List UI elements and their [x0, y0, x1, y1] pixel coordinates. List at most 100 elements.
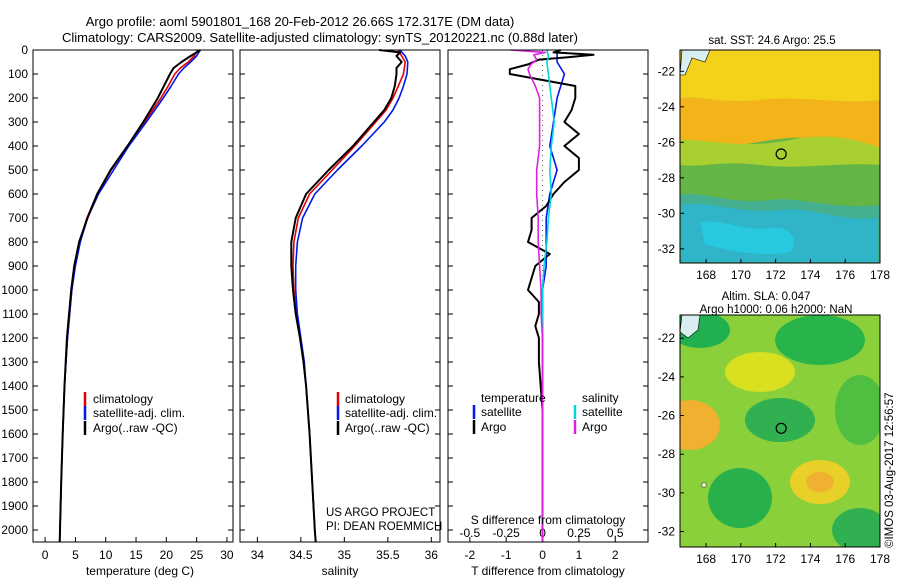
series-line-climatology: [292, 49, 407, 543]
x-tick-label: 5: [72, 548, 79, 562]
lon-tick-label: 176: [835, 552, 855, 566]
legend-label-satellite: satellite-adj. clim.: [93, 406, 185, 420]
lon-tick-label: 168: [696, 268, 716, 282]
salinity-axes-frame: [239, 49, 441, 543]
y-tick-label: 2000: [1, 523, 28, 537]
sst-map-ticks: 168 170 172 174 176 178 -22 -24 -26 -28 -30 -32: [658, 64, 891, 282]
figure-title-line2: Climatology: CARS2009. Satellite-adjuste…: [62, 30, 578, 45]
salinity-legend: climatology satellite-adj. clim. Argo(..…: [336, 392, 437, 435]
x-tick-label: 35.5: [376, 548, 400, 562]
y-tick-label: 1500: [1, 403, 28, 417]
lat-tick-label: -26: [658, 409, 676, 423]
salinity-panel: 34 34.5 35 35.5 36 salinity climatology sate…: [239, 49, 442, 578]
lon-tick-label: 174: [800, 268, 820, 282]
legend-label-satellite: satellite-adj. clim.: [345, 406, 437, 420]
legend-label-t-argo: Argo: [481, 420, 507, 434]
x-tick-label: 25: [190, 548, 204, 562]
sst-map-frame: [679, 49, 881, 264]
temperature-x-label: temperature (deg C): [86, 564, 194, 578]
lat-tick-label: -30: [658, 486, 676, 500]
temperature-axes-frame: [32, 49, 234, 543]
float-position-marker: [775, 422, 787, 434]
lon-tick-label: 174: [800, 552, 820, 566]
salinity-plot-area: 34 34.5 35 35.5 36: [240, 49, 440, 562]
series-line-argo-raw-qc-: [58, 49, 201, 543]
y-tick-label: 500: [8, 163, 28, 177]
y-tick-label: 600: [8, 187, 28, 201]
lat-tick-label: -32: [658, 525, 676, 539]
y-tick-label: 1200: [1, 331, 28, 345]
y-tick-label: 1800: [1, 475, 28, 489]
project-annotation: US ARGO PROJECT: [326, 507, 435, 519]
sla-map-title-1: Altim. SLA: 0.047: [722, 291, 811, 303]
legend-label-s-satellite: satellite: [582, 405, 623, 419]
lon-tick-label: 176: [835, 268, 855, 282]
legend-heading-temperature: temperature: [481, 391, 546, 405]
x-tick-label: 10: [99, 548, 113, 562]
y-tick-label: 300: [8, 115, 28, 129]
x2-tick-label: 0.5: [607, 526, 624, 540]
x-tick-label: 20: [160, 548, 174, 562]
temperature-panel: 0 5 10 15 20 25 300100200300400500600700800900…: [1, 43, 234, 578]
series-line-satellite-adj-clim-: [294, 49, 409, 543]
sst-map-title: sat. SST: 24.6 Argo: 25.5: [708, 35, 835, 47]
sst-field: [680, 50, 880, 263]
sla-field: [680, 315, 880, 547]
figure-title-line1: Argo profile: aoml 5901801_168 20-Feb-20…: [86, 14, 515, 29]
y-tick-label: 100: [8, 67, 28, 81]
lat-tick-label: -30: [658, 206, 676, 220]
x-tick-label: 34: [251, 548, 265, 562]
lon-tick-label: 172: [766, 268, 786, 282]
temperature-plot-area: 0 5 10 15 20 25 300100200300400500600700800900…: [1, 43, 234, 562]
x-tick-label: 30: [220, 548, 234, 562]
legend-heading-salinity: salinity: [582, 391, 619, 405]
y-tick-label: 200: [8, 91, 28, 105]
series-line-argo-salinity: [510, 49, 547, 542]
salinity-x-label: salinity: [322, 564, 359, 578]
x2-tick-label: -0.5: [459, 526, 480, 540]
x-tick-label: -1: [501, 548, 512, 562]
y-tick-label: 1700: [1, 451, 28, 465]
y-tick-label: 400: [8, 139, 28, 153]
x-tick-label: 34.5: [289, 548, 313, 562]
y-tick-label: 700: [8, 211, 28, 225]
sst-map: sat. SST: 24.6 Argo: 25.5 168 170 172 174 17…: [658, 35, 891, 282]
x-tick-label: 1: [576, 548, 583, 562]
x-tick-label: 15: [129, 548, 143, 562]
difference-plot-area: -2 -1 0 1 2-0.5 -0.25 0 0.25 0.5: [448, 49, 648, 562]
lon-tick-label: 172: [766, 552, 786, 566]
x-tick-label: 0: [42, 548, 49, 562]
lat-tick-label: -28: [658, 171, 676, 185]
y-tick-label: 800: [8, 235, 28, 249]
x2-tick-label: 0.25: [567, 526, 591, 540]
pi-annotation: PI: DEAN ROEMMICH: [326, 521, 442, 533]
lat-tick-label: -32: [658, 242, 676, 256]
temperature-diff-x-label: T difference from climatology: [471, 564, 625, 578]
salinity-diff-x-label: S difference from climatology: [471, 513, 626, 527]
sla-map: Altim. SLA: 0.047 Argo h1000: 0.06 h2000…: [658, 291, 891, 566]
series-line-argo-raw-qc-: [290, 49, 403, 543]
lat-tick-label: -22: [658, 64, 676, 78]
difference-panel: -2 -1 0 1 2-0.5 -0.25 0 0.25 0.5 T difference fr…: [447, 49, 649, 578]
x2-tick-label: -0.25: [493, 526, 521, 540]
y-tick-label: 1000: [1, 283, 28, 297]
x-tick-label: -2: [464, 548, 475, 562]
sla-map-ticks: 168 170 172 174 176 178 -22 -24 -26 -28 -30 -32: [658, 331, 891, 566]
legend-label-argo: Argo(..raw -QC): [345, 421, 430, 435]
lon-tick-label: 178: [870, 552, 890, 566]
lat-tick-label: -28: [658, 447, 676, 461]
lat-tick-label: -24: [658, 370, 676, 384]
legend-label-s-argo: Argo: [582, 420, 608, 434]
y-tick-label: 900: [8, 259, 28, 273]
difference-legend: temperature salinity satellite Argo sate…: [472, 391, 623, 434]
x-tick-label: 2: [612, 548, 619, 562]
x-tick-label: 35: [338, 548, 352, 562]
imos-credit: ©IMOS 03-Aug-2017 12:56:57: [884, 392, 896, 548]
sla-map-frame: [679, 314, 881, 548]
legend-label-t-satellite: satellite: [481, 405, 522, 419]
legend-label-argo: Argo(..raw -QC): [93, 421, 178, 435]
lat-tick-label: -26: [658, 135, 676, 149]
y-tick-label: 0: [21, 43, 28, 57]
lon-tick-label: 168: [696, 552, 716, 566]
